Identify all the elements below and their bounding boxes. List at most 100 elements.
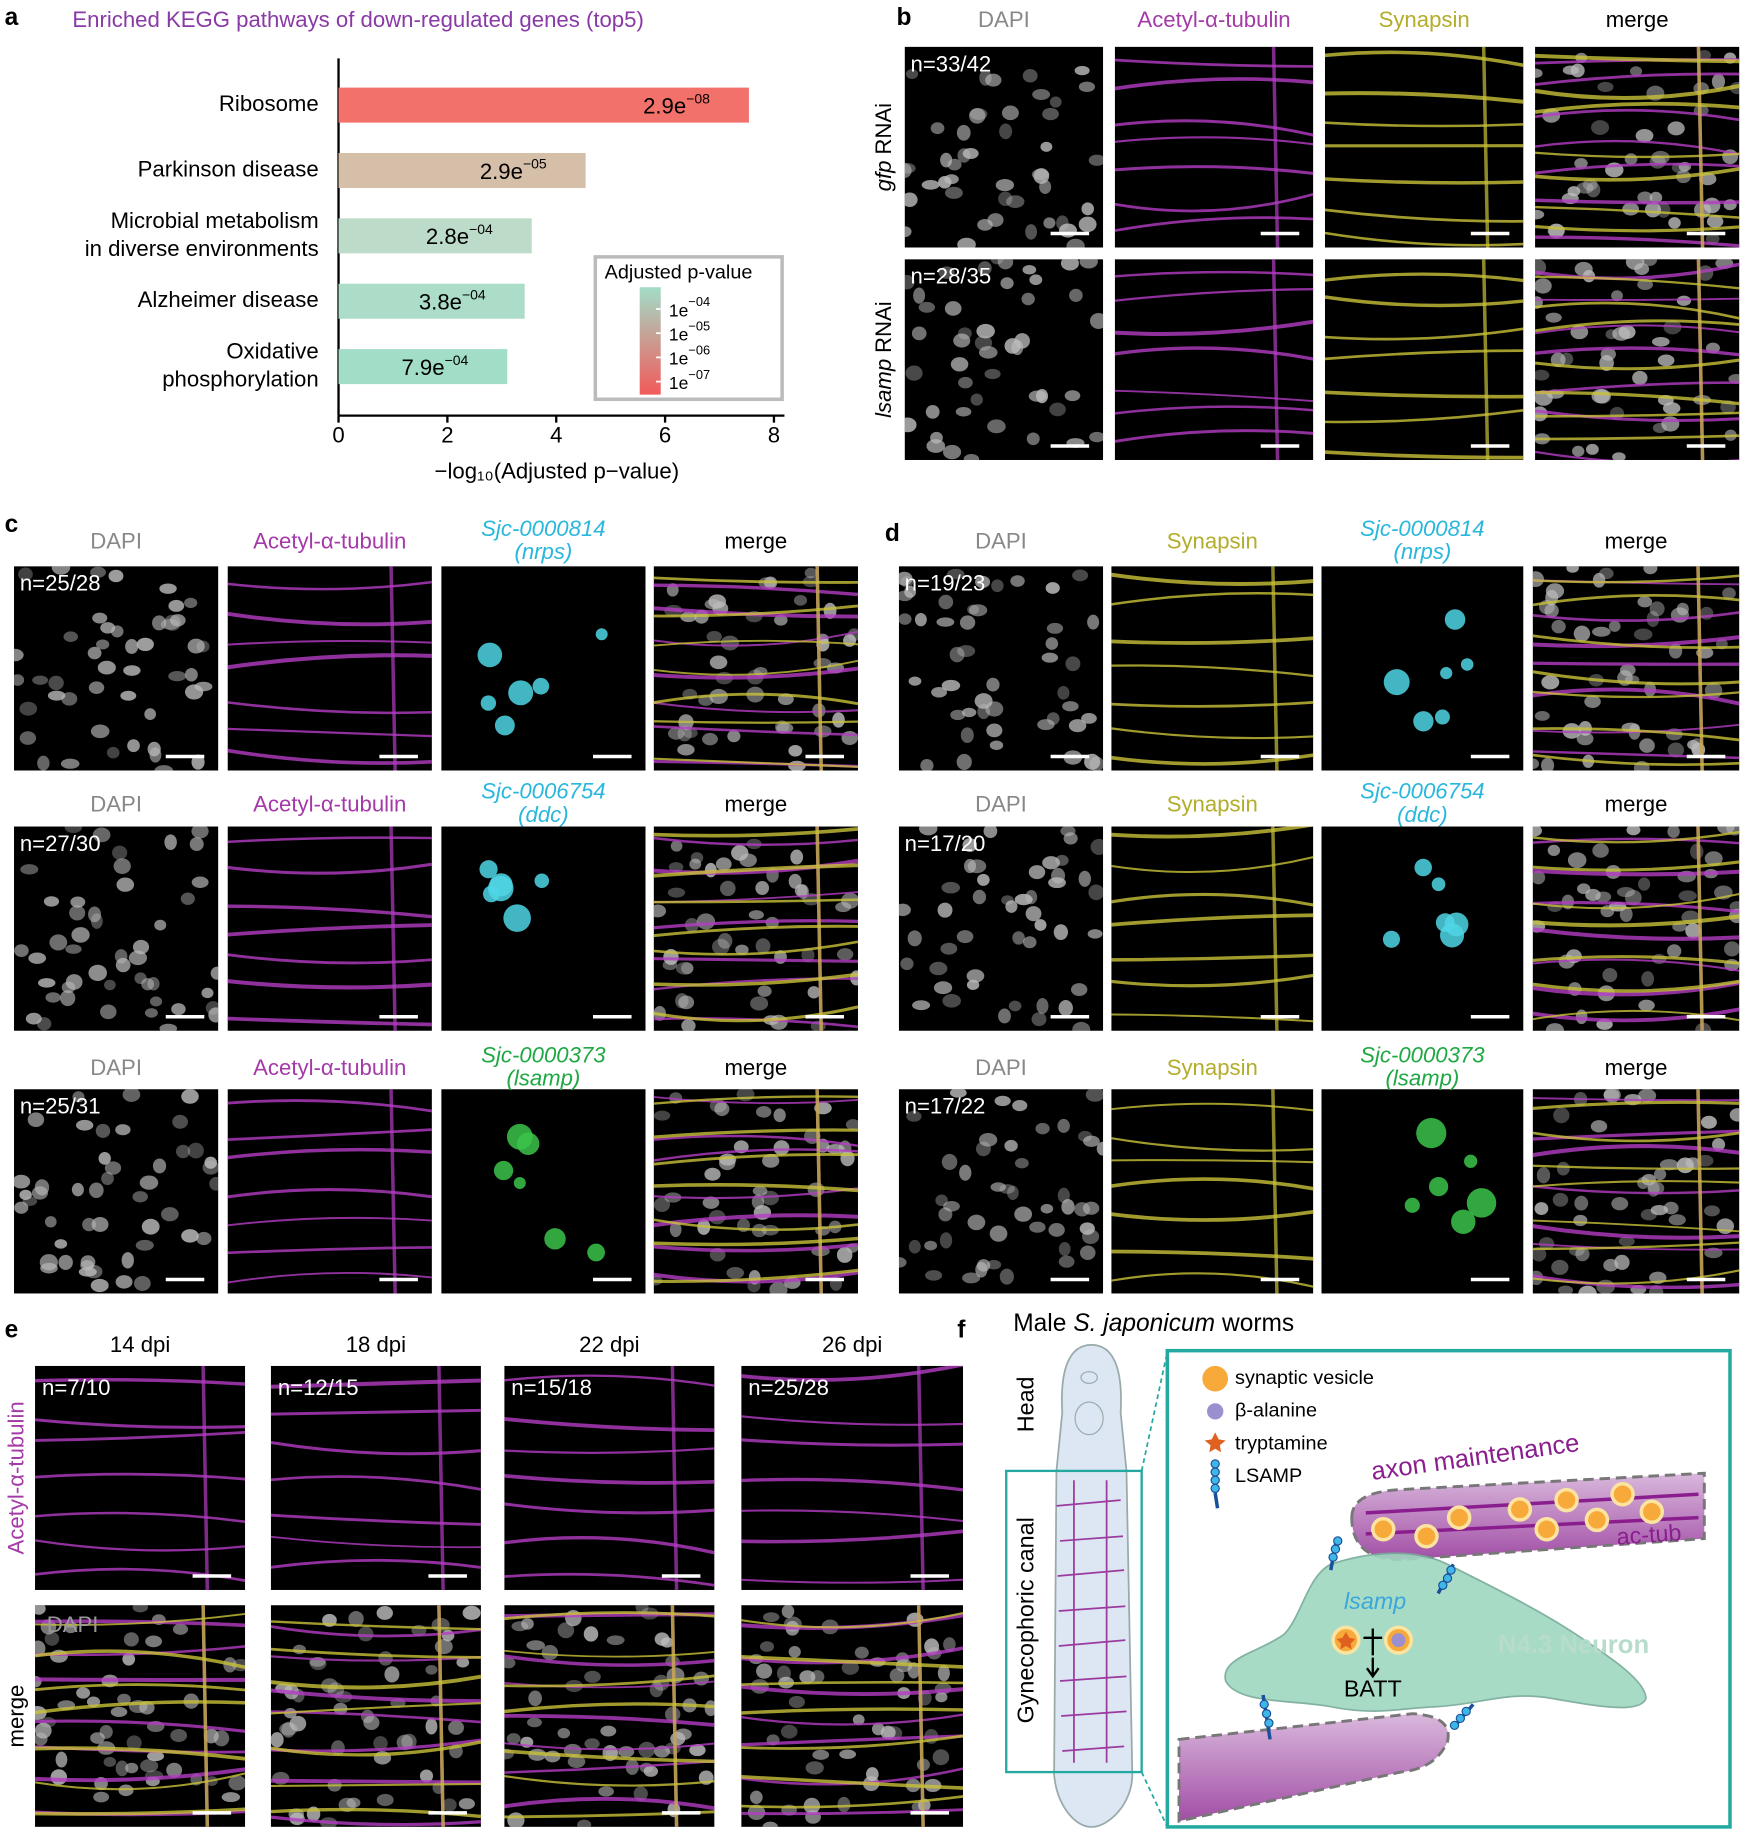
fiber [653,924,858,938]
probe-signal [587,1243,605,1262]
nucleus [977,218,993,231]
nucleus [662,960,678,971]
nucleus [181,1229,199,1243]
nucleus [55,1751,68,1768]
probe-signal [1413,711,1434,732]
fiber [1535,139,1740,156]
nucleus [1550,352,1566,368]
nucleus [957,645,976,657]
image-bg [1111,826,1314,1031]
nucleus [64,826,83,834]
nucleus [925,404,940,419]
fiber [504,1749,715,1764]
micrograph [904,259,1104,460]
nucleus [1042,107,1059,121]
nucleus [358,1626,374,1642]
nucleus [70,896,86,908]
fiber [227,1246,432,1255]
fiber [35,1539,246,1552]
nucleus [752,1186,768,1196]
nucleus [898,590,913,602]
fiber [504,1374,715,1387]
y-tick-label: Microbial metabolism in diverse environme… [85,208,319,261]
micrograph [227,1089,432,1294]
column-header: DAPI [90,791,142,816]
nucleus [832,712,845,728]
nucleus [58,1254,73,1270]
probe-signal [494,715,515,736]
probe-signal [508,680,534,706]
fiber [504,1502,715,1515]
nucleus [90,1278,109,1293]
fiber [1111,973,1314,988]
fiber [504,1536,715,1555]
nucleus [957,237,976,248]
probe-signal [513,1176,526,1189]
fiber [35,1677,246,1683]
nucleus [14,944,29,958]
fiber [504,1572,715,1587]
nucleus [132,1191,148,1203]
fiber [1114,165,1314,175]
n-label: n=27/30 [20,831,101,856]
probe-signal [1460,658,1474,671]
micrograph [1532,1089,1740,1294]
nucleus [1551,1259,1569,1275]
nucleus [925,1270,943,1281]
nucleus [717,933,733,949]
fiber [437,1365,445,1590]
panel-letter: f [957,1316,966,1343]
nucleus [756,1663,773,1679]
nucleus [32,675,49,685]
fiber [1532,1224,1740,1240]
microtubule [1365,1492,1699,1515]
probe-signal [479,860,498,879]
fiber [1535,224,1740,233]
title-part: worms [1221,1310,1294,1337]
nucleus [557,1727,571,1739]
nucleus [1069,288,1083,302]
fiber [1532,1007,1740,1023]
panel-letter: c [5,511,19,538]
nucleus [1001,895,1014,905]
nucleus [1728,374,1740,384]
nucleus [653,1110,671,1121]
nucleus [159,1023,178,1031]
nucleus [39,1254,58,1271]
fiber [653,1270,858,1284]
nucleus [674,1728,692,1741]
nucleus [805,1761,824,1775]
nucleus [1641,971,1655,987]
value-label: 3.8e−04 [419,286,486,314]
x-tick-label: 6 [659,422,671,447]
row-suffix: RNAi [871,103,896,155]
probe-signal [1404,1197,1420,1213]
fiber [741,1681,964,1686]
fiber [227,953,432,965]
fiber [1532,981,1740,997]
fiber [653,1005,858,1023]
nucleus [940,942,958,955]
fiber [1324,327,1524,341]
fiber [1532,574,1740,584]
nucleus [1041,652,1059,663]
nucleus [196,640,210,653]
fiber [1532,723,1740,734]
fiber [1532,727,1740,742]
nucleus [65,974,83,990]
nucleus [1036,998,1049,1014]
nucleus [25,1012,42,1025]
nucleus [168,670,187,682]
zoom-box [1005,1469,1143,1774]
nucleus [1058,1241,1071,1257]
nucleus [977,873,990,886]
nucleus [1611,1197,1629,1211]
fiber [916,1605,925,1827]
tryptamine [1336,1631,1356,1650]
nucleus [101,1171,114,1186]
nucleus [793,594,808,606]
nucleus [1021,292,1035,306]
n-label: n=33/42 [911,51,992,76]
fiber [653,639,858,647]
nucleus [521,1618,534,1630]
